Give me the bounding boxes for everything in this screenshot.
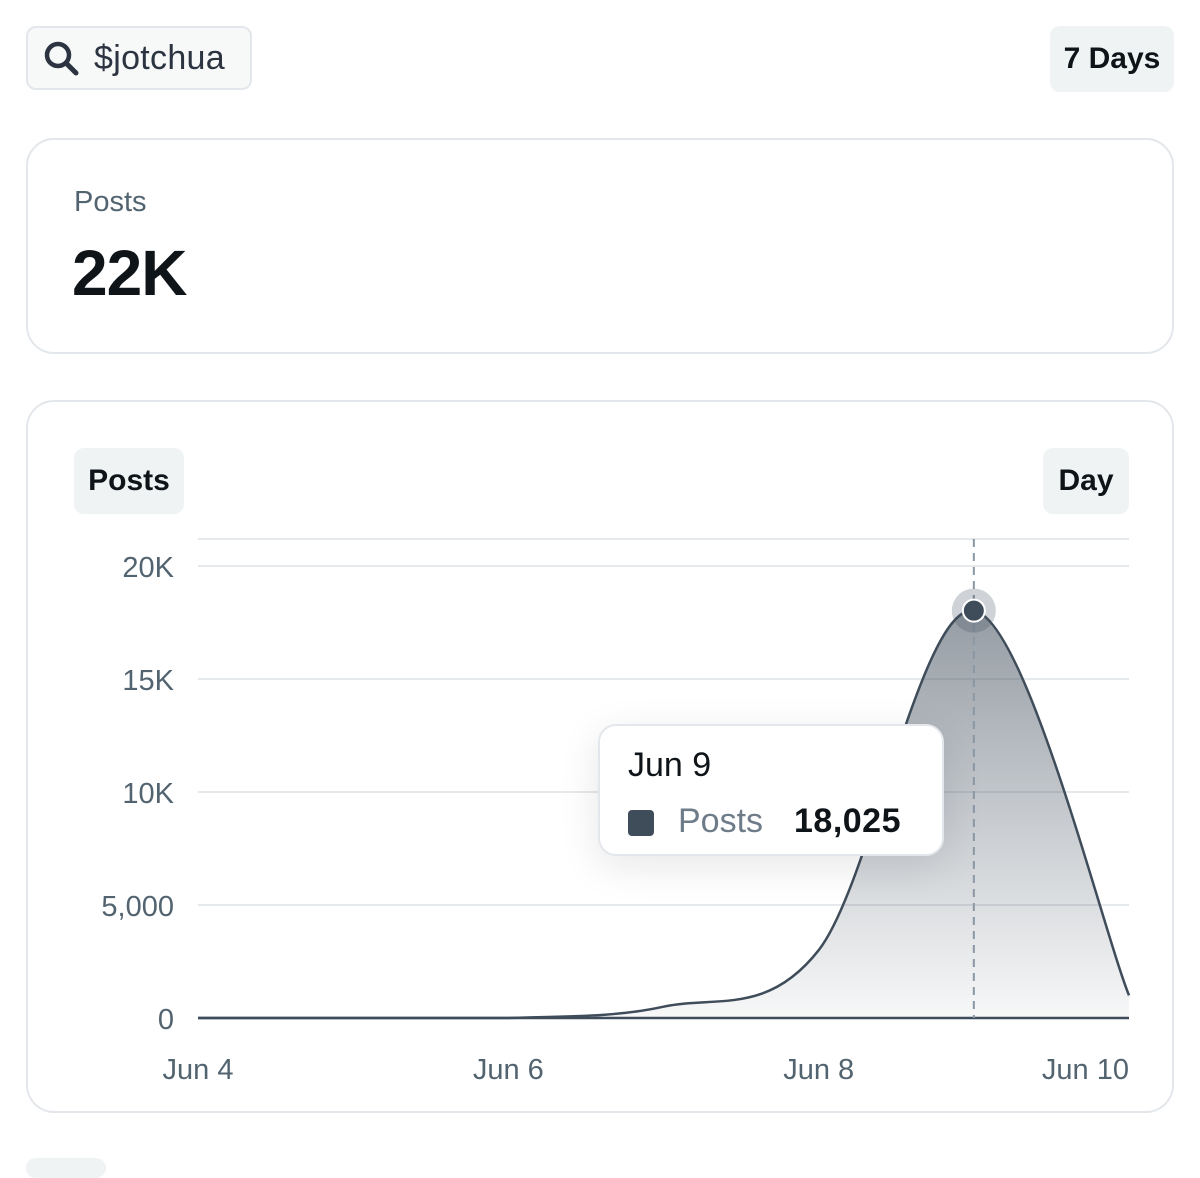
next-card-edge — [26, 1158, 106, 1178]
chart-tooltip: Jun 9 Posts 18,025 — [598, 724, 944, 856]
posts-area-chart[interactable]: 0 5,000 10K 15K 20K Jun 4 Jun 6 Jun 8 Jun 10 — [28, 402, 1176, 1115]
granularity-selector[interactable]: Day — [1043, 448, 1129, 514]
date-range-button[interactable]: 7 Days — [1050, 26, 1174, 92]
tooltip-series-name: Posts — [678, 802, 764, 840]
x-tick-label: Jun 4 — [163, 1054, 234, 1086]
y-tick-label: 10K — [122, 778, 174, 810]
y-tick-label: 15K — [122, 665, 174, 697]
tooltip-series-swatch — [628, 810, 654, 836]
series-area-posts — [198, 610, 1129, 1018]
series-line-posts — [197, 609, 1131, 1020]
y-tick-label: 0 — [158, 1004, 174, 1036]
x-tick-label: Jun 6 — [473, 1054, 544, 1086]
highlight-point[interactable] — [961, 598, 986, 623]
metric-selector[interactable]: Posts — [74, 448, 184, 514]
posts-chart-card: 0 5,000 10K 15K 20K Jun 4 Jun 6 Jun 8 Jun 10 Po… — [26, 400, 1174, 1113]
search-query: $jotchua — [94, 38, 225, 77]
y-tick-label: 5,000 — [101, 891, 174, 923]
posts-summary-card: Posts 22K — [26, 138, 1174, 354]
y-tick-label: 20K — [122, 552, 174, 584]
search-icon — [44, 41, 79, 76]
summary-label: Posts — [74, 186, 147, 218]
search-input[interactable]: $jotchua — [26, 26, 252, 90]
summary-value: 22K — [72, 237, 187, 309]
x-tick-label: Jun 8 — [783, 1054, 854, 1086]
x-tick-label: Jun 10 — [1042, 1054, 1129, 1086]
tooltip-series-value: 18,025 — [794, 802, 901, 840]
tooltip-date: Jun 9 — [628, 746, 712, 784]
